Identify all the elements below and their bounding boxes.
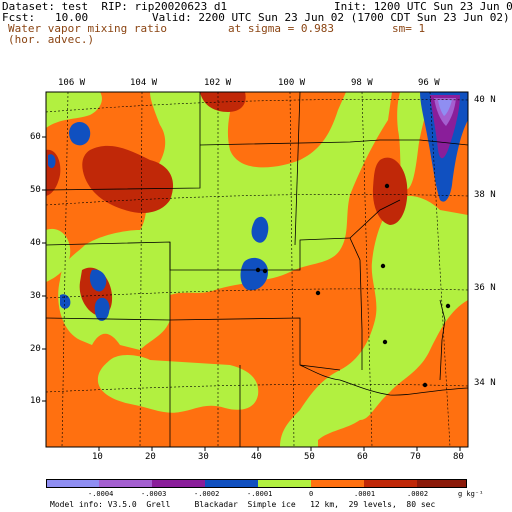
x-tick-label: 60 [357,452,368,462]
forecast-hour: Fcst: 10.00 [2,11,89,24]
lon-label: 104 W [130,78,158,88]
state-border-colorado [45,317,171,321]
state-border-nebraska-kansas [45,237,351,271]
colorbar-label: -.0004 [88,490,114,498]
colorbar-label: 0 [309,490,314,498]
y-tick-label: 20 [30,344,41,354]
field-subtitle: (hor. advec.) [8,33,95,46]
lon-98 [361,91,373,448]
city-dot [422,382,428,388]
lat-label: 36 N [474,283,496,293]
city-dot [380,263,386,269]
city-dot [384,183,390,189]
blue-patch-edge-west [48,154,56,169]
city-markers [255,183,451,388]
smoothing: sm= 1 [392,22,426,35]
lat-38 [45,193,469,206]
green-region-north-left [46,92,102,128]
colorbar-swatch [152,479,205,488]
darkred-east [372,157,408,225]
colorbar-label: .0001 [354,490,376,498]
lon-label: 106 W [58,78,86,88]
colorbar-swatch [258,479,311,488]
y-tick-label: 30 [30,291,41,301]
x-tick-label: 30 [198,452,209,462]
colorbar-label: -.0003 [141,490,167,498]
x-tick-label: 20 [145,452,156,462]
lon-100 [289,91,295,448]
colorbar-frame [46,479,467,488]
lon-label: 102 W [204,78,232,88]
x-tick-label: 40 [251,452,262,462]
state-border-dakotas [199,139,381,146]
blue-patch-northwest [69,122,91,146]
lavender-core-northeast [438,100,452,116]
colorbar-swatch [46,479,99,488]
y-tick-label: 50 [30,185,41,195]
y-tick-label: 40 [30,238,41,248]
plot-frame [45,91,469,448]
lon-104 [139,91,143,448]
graticule [45,91,469,448]
state-border-vertical-2 [294,91,301,246]
x-tick-label: 10 [92,452,103,462]
colorbar-label: -.0002 [194,490,220,498]
lon-label: 98 W [351,78,373,88]
state-border-nebraska-iowa [349,199,401,239]
valid-time: Valid: 2200 UTC Sun 23 Jun 02 (1700 CDT … [152,11,510,24]
lat-34 [45,383,469,393]
blue-patch-central [240,257,268,291]
city-dot [255,267,261,273]
blue-patch-central-north [251,216,269,243]
state-border-missouri [439,299,446,381]
blue-patch-southwest [94,297,110,321]
green-region-northeast [397,92,430,190]
city-dot [315,290,321,296]
x-tick-label: 80 [453,452,464,462]
red-river [299,364,469,396]
state-border-east [349,237,363,370]
city-dot [382,339,388,345]
colorbar-label: -.0001 [247,490,273,498]
lon-label: 96 W [418,78,440,88]
lon-106 [61,91,69,448]
green-region-central [58,92,393,350]
x-tick-label: 70 [410,452,421,462]
boundaries [45,91,469,447]
y-tick-label: 60 [30,132,41,142]
city-dot [262,268,268,274]
green-region-west [46,228,71,282]
lat-36 [45,288,469,299]
blue-patch-far-west [60,294,71,309]
colorbar-swatch [99,479,152,488]
y-tick-label: 10 [30,396,41,406]
sigma-level: at sigma = 0.983 [228,22,334,35]
lon-label: 100 W [278,78,306,88]
y-axis-tick-marks [42,136,46,402]
colorbar-swatch [364,479,417,488]
colorbar-swatch [417,479,467,488]
lat-label: 38 N [474,190,496,200]
init-time: Init: 1200 UTC Sun 23 Jun 02 [334,0,512,13]
state-border-wyoming [45,92,201,191]
colorbar-label: .0002 [407,490,429,498]
lat-label: 34 N [474,378,496,388]
colorbar-units: g kg⁻¹ [458,490,484,498]
lat-40 [45,99,469,113]
colorbar-swatch [205,479,258,488]
state-border-iowa [380,139,469,146]
x-axis-tick-marks [98,447,461,451]
colorbar-swatch [311,479,364,488]
lat-label: 40 N [474,95,496,105]
city-dot [445,303,451,309]
state-border-kansas-oklahoma [169,317,341,371]
model-info-footer: Model info: V3.5.0 Grell Blackadar Simpl… [50,500,436,509]
field-name: Water vapor mixing ratio [8,22,167,35]
dataset-line: Dataset: test RIP: rip20020623 d1 [2,0,228,13]
lon-96 [429,91,451,448]
darkred-northwest [82,145,174,213]
x-tick-label: 50 [304,452,315,462]
blue-patch-west [89,269,107,292]
